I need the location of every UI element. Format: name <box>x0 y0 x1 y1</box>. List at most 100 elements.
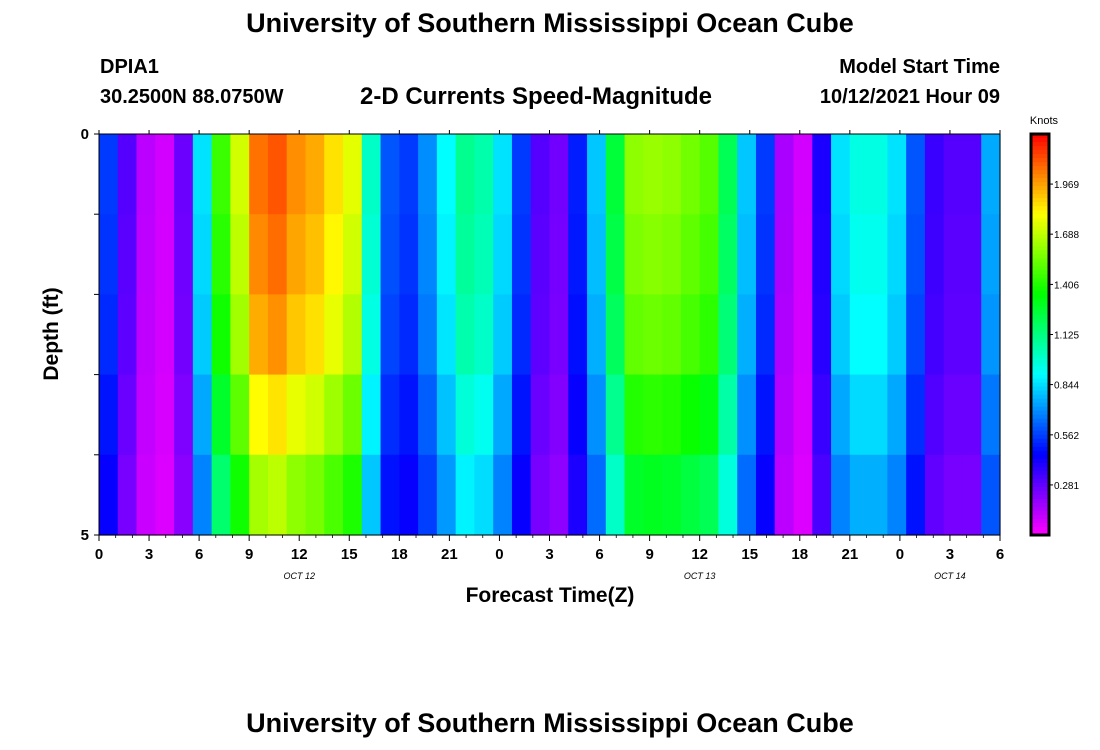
heatmap-cell <box>643 374 663 456</box>
station-id: DPIA1 <box>100 56 159 78</box>
heatmap-cell <box>849 454 870 536</box>
colorbar-segment <box>1031 154 1049 159</box>
colorbar-segment <box>1031 306 1049 312</box>
heatmap-cell <box>380 374 400 456</box>
colorbar-segment <box>1031 446 1049 452</box>
colorbar-segment <box>1031 326 1049 332</box>
heatmap-cell <box>249 294 269 376</box>
heatmap-cell <box>962 454 982 536</box>
heatmap-cell <box>174 374 194 456</box>
heatmap-cell <box>136 454 156 536</box>
heatmap-cell <box>868 454 888 536</box>
heatmap-cell <box>624 454 644 536</box>
heatmap-cell <box>924 374 945 456</box>
heatmap-cell <box>887 134 907 215</box>
heatmap-cell <box>662 374 682 456</box>
x-tick-label: 15 <box>341 546 358 563</box>
colorbar-segment <box>1031 290 1049 295</box>
colorbar-segment <box>1031 150 1049 155</box>
colorbar-segment <box>1031 274 1049 279</box>
heatmap-cell <box>286 374 307 456</box>
heatmap-cell <box>924 134 945 215</box>
heatmap-cell <box>981 454 1001 536</box>
heatmap-cell <box>981 214 1001 295</box>
colorbar-segment <box>1031 438 1049 444</box>
colorbar-segment <box>1031 158 1049 163</box>
x-tick-label: 6 <box>996 546 1004 563</box>
heatmap-cell <box>699 374 720 456</box>
heatmap-cell <box>680 134 701 215</box>
heatmap-cell <box>906 294 926 376</box>
heatmap-cell <box>605 374 626 456</box>
x-tick-label: 12 <box>291 546 308 563</box>
heatmap-cell <box>511 134 532 215</box>
heatmap-cell <box>267 294 288 376</box>
colorbar-segment <box>1031 458 1049 464</box>
heatmap-cell <box>474 134 494 215</box>
heatmap-cell <box>924 294 945 376</box>
heatmap-cell <box>249 454 269 536</box>
colorbar-segment <box>1031 174 1049 179</box>
heatmap-cell <box>436 454 457 536</box>
heatmap-cell <box>286 454 307 536</box>
heatmap-cell <box>455 294 476 376</box>
heatmap-cell <box>455 374 476 456</box>
colorbar-segment <box>1031 374 1049 380</box>
heatmap-cell <box>136 134 156 215</box>
heatmap-cell <box>812 214 832 295</box>
heatmap-cell <box>887 214 907 295</box>
colorbar-segment <box>1031 218 1049 223</box>
colorbar-segment <box>1031 250 1049 255</box>
x-tick-label: 15 <box>741 546 758 563</box>
y-tick-label: 5 <box>81 527 89 544</box>
colorbar-segment <box>1031 314 1049 320</box>
x-tick-label: 0 <box>896 546 904 563</box>
heatmap-cell <box>605 214 626 295</box>
heatmap-cell <box>493 294 513 376</box>
heatmap-cell <box>549 294 569 376</box>
colorbar-tick-label: 1.969 <box>1054 180 1079 191</box>
colorbar-segment <box>1031 378 1049 384</box>
colorbar-tick-label: 0.562 <box>1054 431 1079 442</box>
heatmap-cell <box>793 134 813 215</box>
heatmap-cell <box>211 294 231 376</box>
heatmap-cell <box>267 374 288 456</box>
colorbar-segment <box>1031 210 1049 215</box>
heatmap-cell <box>680 294 701 376</box>
heatmap-cell <box>793 294 813 376</box>
heatmap-cell <box>511 214 532 295</box>
heatmap-cell <box>812 294 832 376</box>
colorbar-segment <box>1031 278 1049 283</box>
heatmap-cell <box>624 214 644 295</box>
heatmap-cell <box>436 134 457 215</box>
x-tick-label: 21 <box>441 546 458 563</box>
heatmap-cell <box>981 134 1001 215</box>
colorbar-segment <box>1031 270 1049 275</box>
heatmap-cell <box>155 374 175 456</box>
colorbar-tick-label: 0.844 <box>1054 381 1079 392</box>
x-tick-label: 3 <box>946 546 954 563</box>
heatmap-cell <box>831 374 851 456</box>
colorbar-segment <box>1031 474 1049 480</box>
colorbar-segment <box>1031 198 1049 203</box>
heatmap-cell <box>549 214 569 295</box>
heatmap-cell <box>192 294 213 376</box>
colorbar-tick-label: 1.125 <box>1054 331 1079 342</box>
colorbar-segment <box>1031 434 1049 440</box>
x-tick-label: 3 <box>545 546 553 563</box>
heatmap-cell <box>136 214 156 295</box>
heatmap-cell <box>774 454 795 536</box>
x-tick-label: 9 <box>245 546 253 563</box>
heatmap-cell <box>305 214 325 295</box>
heatmap-cell <box>962 134 982 215</box>
heatmap-cell <box>380 454 400 536</box>
colorbar-segment <box>1031 262 1049 267</box>
heatmap-cell <box>324 374 344 456</box>
heatmap-cell <box>155 134 175 215</box>
heatmap-cell <box>455 134 476 215</box>
heatmap-cell <box>774 374 795 456</box>
heatmap-cell <box>324 454 344 536</box>
x-tick-label: 0 <box>95 546 103 563</box>
heatmap-cell <box>849 374 870 456</box>
heatmap-cell <box>699 454 720 536</box>
